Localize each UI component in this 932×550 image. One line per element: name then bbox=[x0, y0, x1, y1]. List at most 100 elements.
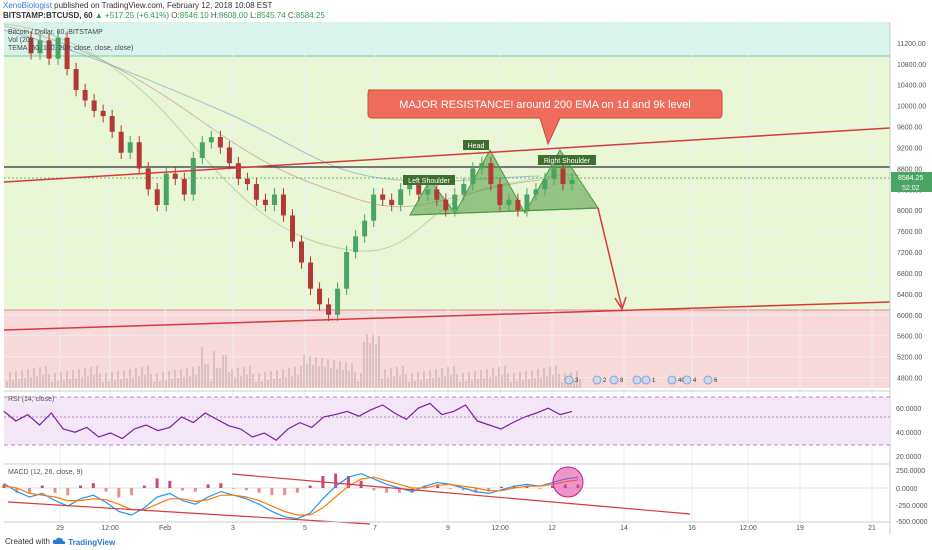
candle-body bbox=[344, 252, 350, 289]
event-marker[interactable]: 3 bbox=[564, 375, 579, 385]
time-tick: 12:00 bbox=[101, 525, 119, 532]
volume-bar bbox=[321, 358, 323, 388]
last-price-tag: 8584.25 bbox=[898, 175, 923, 182]
volume-bar bbox=[441, 368, 443, 388]
volume-bar bbox=[162, 372, 164, 388]
volume-bar bbox=[111, 372, 113, 388]
candle-body bbox=[398, 189, 404, 205]
candle-body bbox=[569, 179, 575, 185]
volume-bar bbox=[30, 377, 32, 388]
candle-body bbox=[452, 194, 458, 211]
volume-bar bbox=[540, 377, 542, 388]
tradingview-logo[interactable]: TradingView bbox=[52, 536, 115, 547]
macd-hist-bar bbox=[308, 485, 312, 488]
symbol-info: BITSTAMP:BTCUSD, 60 ▲ +517.25 (+6.41%) O… bbox=[3, 11, 325, 20]
volume-bar bbox=[534, 378, 536, 388]
close-value: 8584.25 bbox=[295, 11, 325, 20]
macd-hist-bar bbox=[270, 488, 274, 496]
author-link[interactable]: XenoBiologist bbox=[3, 1, 52, 10]
volume-bar bbox=[159, 381, 161, 388]
volume-bar bbox=[444, 376, 446, 388]
volume-bar bbox=[108, 381, 110, 388]
volume-bar bbox=[450, 375, 452, 388]
candle-body bbox=[55, 37, 61, 59]
volume-bar bbox=[555, 366, 557, 388]
high-value: 8608.00 bbox=[218, 11, 248, 20]
event-count: 6 bbox=[714, 378, 718, 384]
volume-bar bbox=[192, 367, 194, 388]
volume-bar bbox=[342, 370, 344, 388]
price-tick: 8800.00 bbox=[897, 166, 922, 173]
volume-bar bbox=[414, 381, 416, 388]
volume-bar bbox=[39, 367, 41, 388]
event-marker[interactable]: 6 bbox=[703, 375, 718, 385]
head-label-bg bbox=[463, 140, 489, 150]
volume-bar bbox=[201, 347, 203, 388]
volume-bar bbox=[255, 382, 257, 388]
event-marker[interactable]: 8 bbox=[609, 375, 624, 385]
event-markers[interactable]: 328514046 bbox=[564, 375, 718, 385]
volume-bar bbox=[372, 335, 374, 388]
time-tick: 12:00 bbox=[739, 525, 757, 532]
volume-bar bbox=[6, 381, 8, 388]
macd-hist-bar bbox=[117, 488, 121, 498]
zone-top bbox=[4, 22, 890, 56]
event-count: 40 bbox=[678, 378, 685, 384]
resistance-callout bbox=[367, 89, 723, 146]
high-label: H: bbox=[210, 11, 219, 20]
footer: Created with TradingView bbox=[0, 534, 932, 550]
candle-body bbox=[434, 189, 440, 200]
macd-hist-bar bbox=[193, 488, 197, 492]
volume-bar bbox=[237, 368, 239, 388]
chart-canvas[interactable]: MAJOR RESISTANCE! around 200 EMA on 1d a… bbox=[0, 22, 932, 534]
time-tick: 14 bbox=[620, 525, 628, 532]
volume-bar bbox=[189, 376, 191, 388]
flag-icon bbox=[564, 375, 574, 385]
candle-body bbox=[109, 116, 115, 132]
event-marker[interactable]: 4 bbox=[682, 375, 697, 385]
arrow-head bbox=[614, 296, 627, 311]
volume-bar bbox=[447, 367, 449, 388]
candle-body bbox=[479, 163, 485, 169]
volume-bar bbox=[318, 366, 320, 388]
volume-bar bbox=[225, 355, 227, 388]
macd-hist-bar bbox=[499, 486, 503, 488]
volume-bar bbox=[561, 382, 563, 388]
volume-bar bbox=[348, 371, 350, 388]
candle-body bbox=[82, 89, 88, 101]
volume-bar bbox=[381, 378, 383, 388]
macd-hist-bar bbox=[385, 488, 389, 493]
candle-body bbox=[335, 288, 341, 315]
volume-bar bbox=[420, 380, 422, 388]
volume-bar bbox=[90, 367, 92, 388]
volume-bar bbox=[42, 375, 44, 388]
candle-body bbox=[208, 137, 214, 143]
volume-bar bbox=[423, 371, 425, 388]
volume-bar bbox=[228, 372, 230, 388]
volume-bar bbox=[480, 370, 482, 388]
volume-bar bbox=[153, 382, 155, 388]
event-marker[interactable]: 1 bbox=[641, 375, 656, 385]
volume-bar bbox=[147, 366, 149, 388]
low-label: L: bbox=[250, 11, 257, 20]
candle-body bbox=[154, 189, 160, 205]
event-marker[interactable]: 40 bbox=[667, 375, 685, 385]
volume-bar bbox=[552, 375, 554, 388]
volume-bar bbox=[234, 377, 236, 388]
candle-body bbox=[28, 37, 34, 54]
candle-body bbox=[118, 131, 124, 153]
macd-level-250: 250.0000 bbox=[896, 468, 925, 475]
volume-bar bbox=[174, 370, 176, 388]
candle-body bbox=[488, 163, 494, 185]
volume-bar bbox=[354, 372, 356, 388]
volume-bar bbox=[558, 374, 560, 388]
macd-hist-bar bbox=[487, 488, 491, 492]
volume-bar bbox=[45, 366, 47, 388]
candle-body bbox=[235, 163, 241, 179]
event-marker[interactable]: 2 bbox=[592, 375, 607, 385]
price-tick: 10000.00 bbox=[897, 104, 926, 111]
volume-bar bbox=[156, 373, 158, 388]
flag-icon bbox=[632, 375, 642, 385]
macd-hist-bar bbox=[181, 488, 185, 491]
volume-bar bbox=[60, 372, 62, 388]
